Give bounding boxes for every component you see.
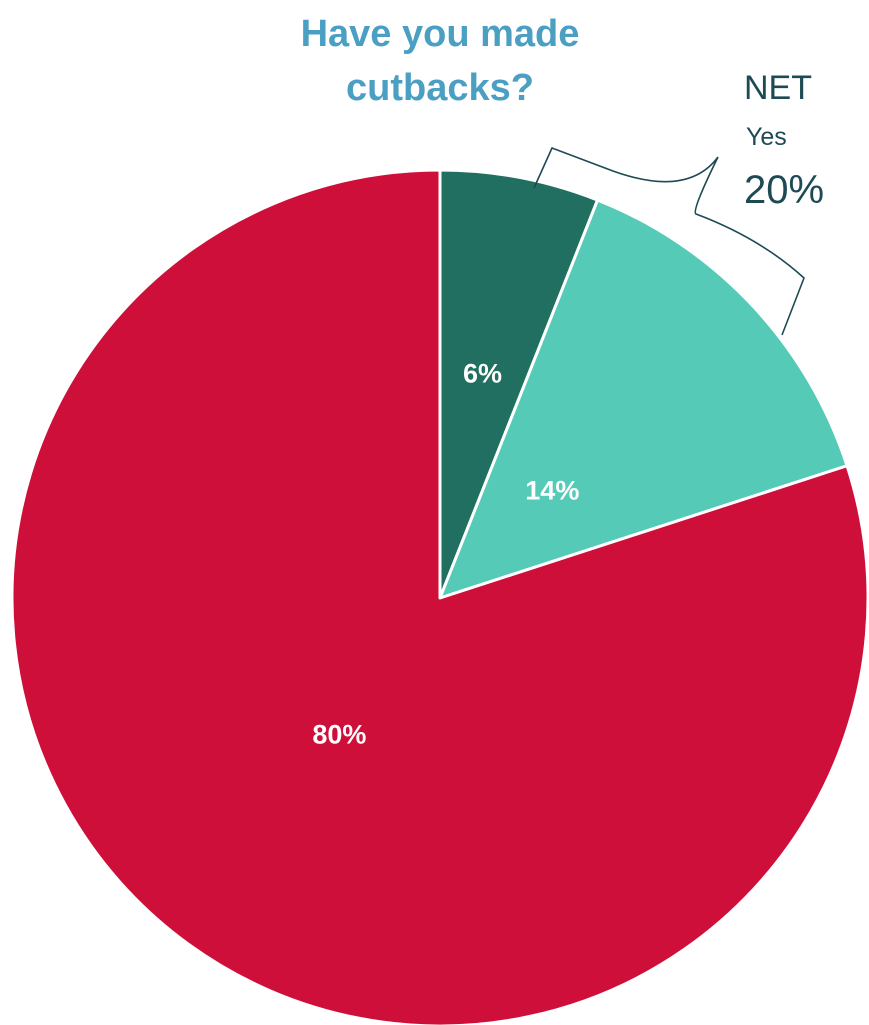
net-bracket [533, 146, 805, 336]
pie-slices [10, 168, 869, 1025]
chart-title-line-2: cutbacks? [346, 67, 534, 109]
pie-slice-label-14: 14% [525, 476, 579, 506]
chart-title-line-1: Have you made [301, 13, 580, 55]
pie-slice-labels: 6% 14% 80% [312, 358, 579, 749]
pie-slice-label-80: 80% [312, 720, 366, 750]
pie-slice-6 [438, 168, 600, 600]
net-value: 20% [744, 168, 824, 212]
pie-slice-label-6: 6% [463, 358, 502, 388]
net-sublabel: Yes [746, 123, 787, 151]
net-heading: NET [744, 69, 812, 107]
net-annotation: NET Yes 20% [744, 69, 824, 212]
pie-slice-80 [10, 168, 869, 1025]
chart-title: Have you made cutbacks? [301, 13, 580, 109]
